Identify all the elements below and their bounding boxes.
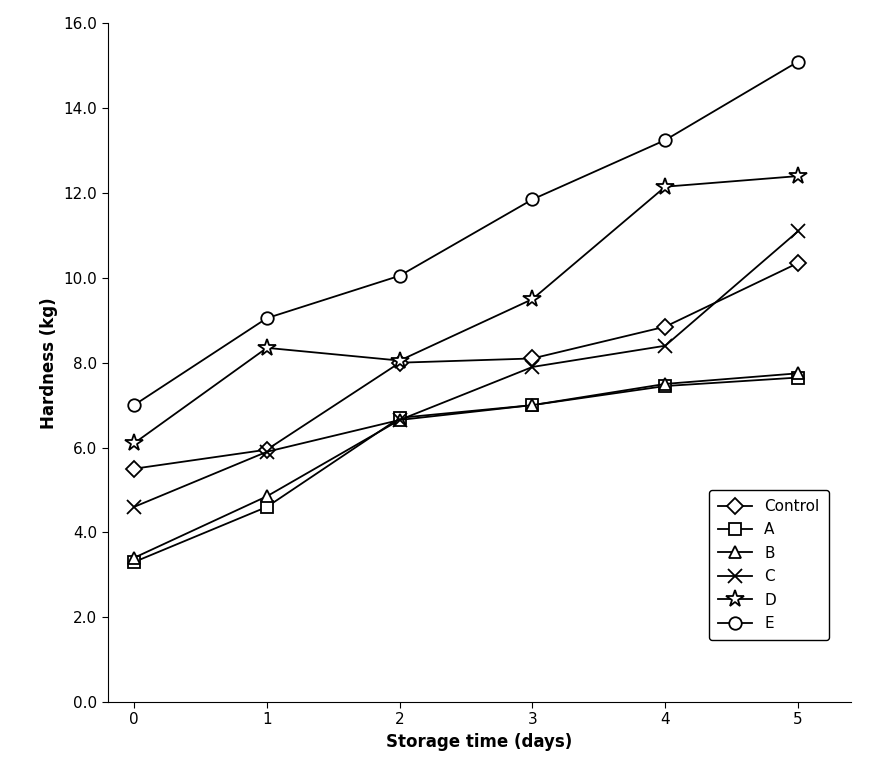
A	[394, 413, 405, 423]
E	[659, 136, 670, 145]
D	[793, 172, 804, 181]
Control	[394, 358, 405, 367]
Line: B: B	[128, 367, 804, 563]
D	[659, 182, 670, 191]
A	[527, 400, 538, 410]
Control	[527, 354, 538, 363]
Line: Control: Control	[128, 257, 804, 474]
Y-axis label: Hardness (kg): Hardness (kg)	[39, 297, 57, 428]
E	[527, 195, 538, 204]
Control	[262, 445, 272, 454]
D	[262, 343, 272, 353]
A	[659, 381, 670, 391]
E	[262, 314, 272, 323]
E	[394, 271, 405, 281]
B	[793, 369, 804, 378]
A	[793, 373, 804, 382]
A	[129, 558, 140, 567]
Legend: Control, A, B, C, D, E: Control, A, B, C, D, E	[710, 490, 829, 640]
D	[129, 438, 140, 448]
D	[527, 294, 538, 303]
B	[129, 553, 140, 562]
X-axis label: Storage time (days): Storage time (days)	[386, 733, 573, 751]
C	[527, 362, 538, 371]
B	[659, 379, 670, 388]
Control	[129, 464, 140, 473]
E	[129, 400, 140, 410]
Line: A: A	[128, 372, 804, 568]
C	[394, 415, 405, 424]
C	[793, 226, 804, 236]
Line: C: C	[127, 225, 805, 514]
B	[262, 491, 272, 501]
C	[262, 447, 272, 456]
C	[659, 341, 670, 350]
E	[793, 57, 804, 66]
D	[394, 356, 405, 365]
Line: D: D	[125, 167, 807, 452]
Line: E: E	[128, 55, 805, 411]
B	[394, 415, 405, 424]
Control	[659, 322, 670, 332]
C	[129, 502, 140, 512]
B	[527, 400, 538, 410]
A	[262, 502, 272, 512]
Control	[793, 258, 804, 268]
